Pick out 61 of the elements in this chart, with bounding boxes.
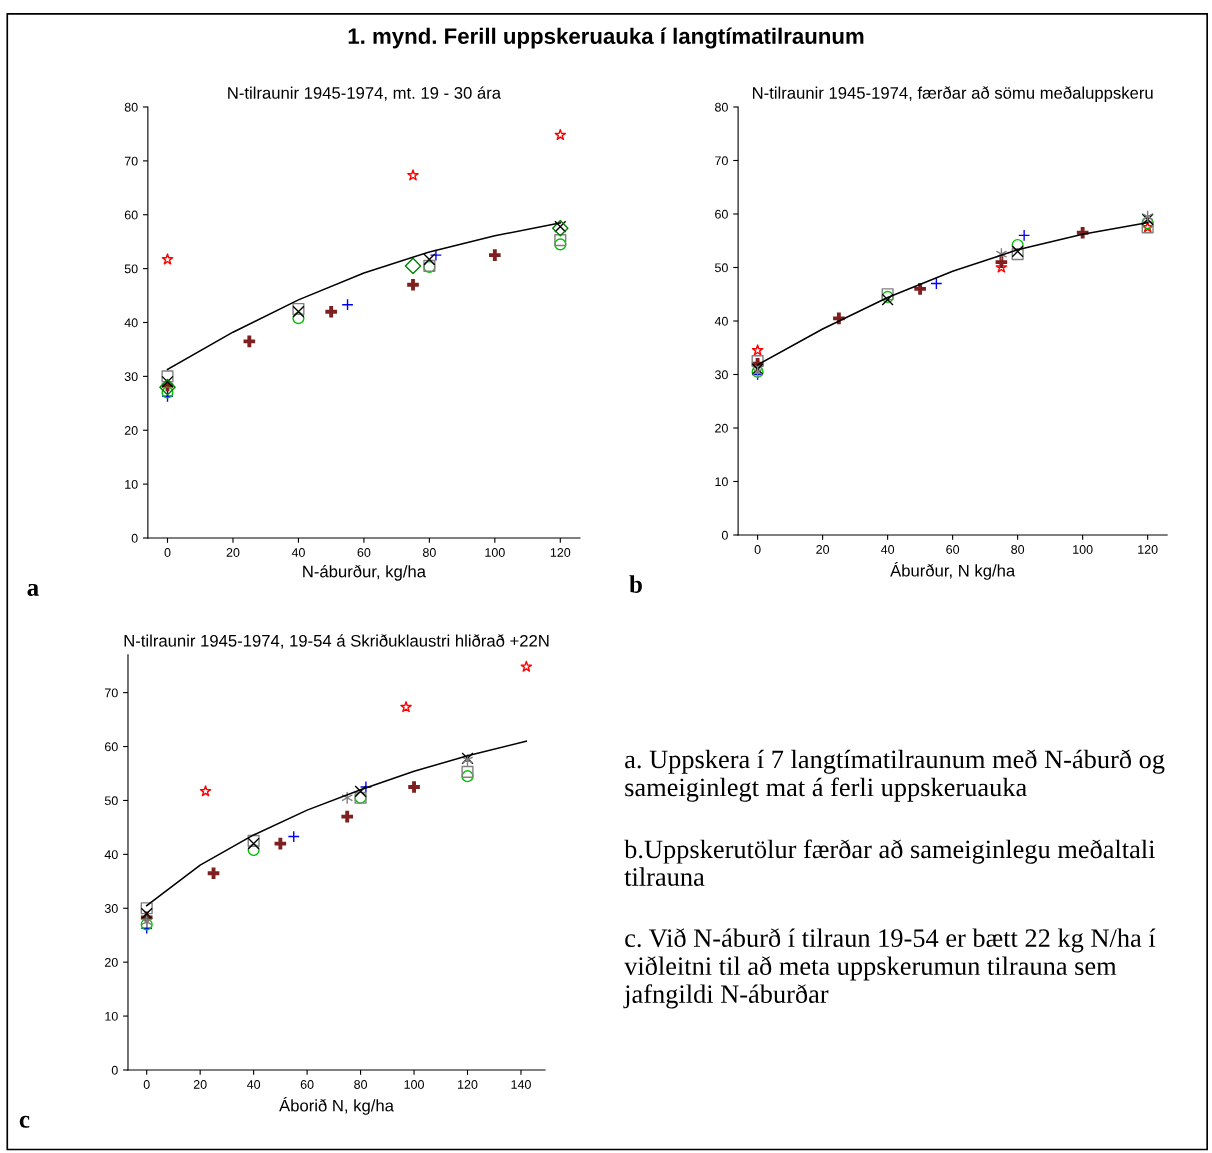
- x-tick-label: 120: [1138, 545, 1158, 554]
- y-tick-label: 40: [104, 850, 118, 860]
- x-tick-label: 60: [300, 1080, 314, 1089]
- y-tick-label: 30: [714, 370, 728, 380]
- y-tick-label: 60: [124, 210, 138, 220]
- y-tick-label: 20: [124, 426, 138, 435]
- y-tick-label: 10: [105, 1011, 118, 1021]
- x-tick-label: 60: [357, 548, 371, 557]
- y-tick-label: 30: [104, 904, 118, 913]
- y-tick-label: 50: [124, 264, 138, 274]
- y-tick-label: 50: [714, 263, 728, 273]
- x-tick-label: 80: [354, 1080, 368, 1089]
- x-tick-label: 80: [422, 548, 436, 557]
- text: c: [19, 1115, 30, 1128]
- y-tick-label: 80: [715, 102, 728, 112]
- x-tick-label: 140: [511, 1080, 531, 1089]
- x-tick-label: 120: [458, 1080, 478, 1089]
- y-tick-label: 70: [105, 688, 118, 698]
- x-tick-label: 0: [164, 548, 171, 557]
- text: b: [629, 575, 642, 593]
- x-tick-label: 20: [816, 545, 830, 554]
- x-tick-label: 80: [1011, 545, 1025, 554]
- x-tick-label: 20: [226, 548, 240, 557]
- y-tick-label: 70: [715, 156, 728, 166]
- y-tick-label: 70: [124, 156, 138, 166]
- x-tick-label: 40: [246, 1080, 261, 1089]
- x-axis-title: N-áburður, kg/ha: [303, 564, 426, 581]
- x-tick-label: 40: [880, 545, 895, 554]
- y-tick-label: 40: [714, 316, 728, 326]
- x-tick-label: 40: [291, 548, 305, 557]
- y-tick-label: 0: [111, 1065, 118, 1075]
- y-tick-label: 60: [715, 209, 728, 219]
- x-tick-label: 100: [404, 1080, 424, 1089]
- chart-title: N-tilraunir 1945-1974, mt. 19 - 30 ára: [228, 86, 502, 101]
- y-tick-label: 50: [104, 796, 118, 806]
- x-tick-label: 0: [143, 1080, 150, 1089]
- x-tick-label: 120: [550, 548, 571, 557]
- x-tick-label: 100: [485, 548, 505, 557]
- y-tick-label: 0: [721, 530, 728, 540]
- chart-title: N-tilraunir 1945-1974, 19-54 á Skriðuklaustri hliðrað +22N: [124, 634, 549, 649]
- x-axis-title: Áburður, N kg/ha: [890, 561, 1016, 580]
- text: a. Uppskera í 7 langtímatilraunum með N-áburð og sameiginlegt mat á ferli uppskeruauka: [625, 749, 1165, 802]
- y-tick-label: 20: [715, 423, 728, 433]
- y-tick-label: 30: [124, 372, 138, 382]
- x-tick-label: 100: [1073, 545, 1093, 554]
- y-tick-label: 20: [104, 957, 118, 967]
- text: 1. mynd. Ferill uppskeruauka í langtímatilraunum: [348, 27, 864, 49]
- y-tick-label: 40: [124, 318, 138, 328]
- text: c. Við N-áburð í tilraun 19-54 er bætt 22 kg N/ha í viðleitni til að meta uppskerumun tilrauna sem jafngildi N-áburðar: [623, 928, 1156, 1009]
- x-tick-label: 60: [946, 545, 960, 554]
- text: a: [27, 583, 39, 596]
- text: b.Uppskerutölur færðar að sameiginlegu meðaltali tilrauna: [624, 839, 1155, 886]
- x-axis-title: Áborið N, kg/ha: [279, 1096, 394, 1115]
- y-tick-label: 10: [125, 479, 138, 489]
- y-tick-label: 80: [124, 102, 138, 112]
- y-tick-label: 60: [105, 742, 118, 752]
- chart-title: N-tilraunir 1945-1974, færðar að sömu meðaluppskeru: [752, 86, 1153, 103]
- x-tick-label: 0: [754, 545, 761, 554]
- x-tick-label: 20: [193, 1080, 207, 1089]
- y-tick-label: 0: [131, 533, 138, 543]
- y-tick-label: 10: [715, 477, 728, 487]
